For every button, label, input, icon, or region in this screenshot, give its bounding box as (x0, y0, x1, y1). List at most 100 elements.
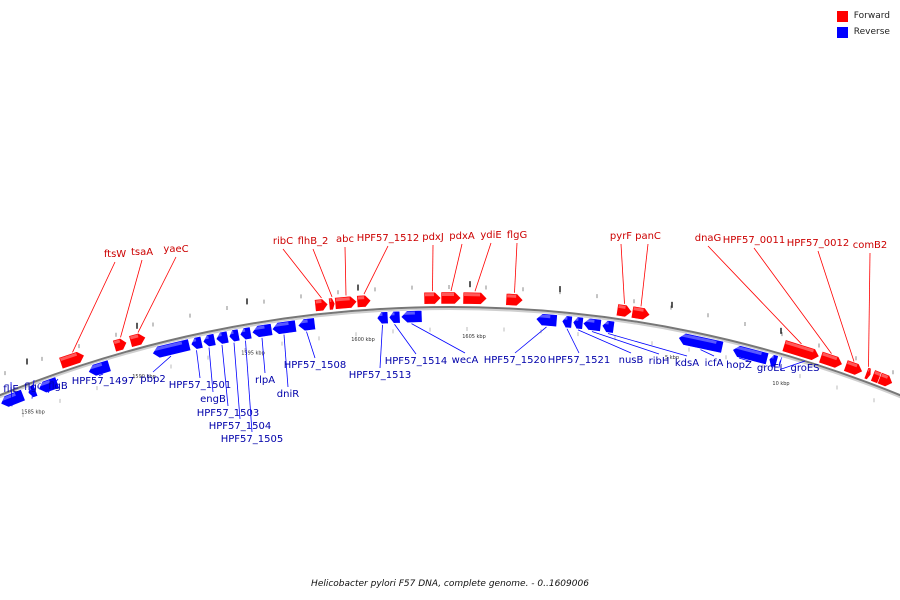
gene-label-reverse: icfA (705, 358, 724, 369)
gene-arrow-forward (630, 305, 651, 321)
reverse-swatch (836, 26, 848, 38)
gene-connector (868, 252, 871, 367)
gene-arrow-forward (440, 291, 462, 305)
gene-arrow-reverse (202, 333, 217, 348)
axis-label: 1595 kbp (241, 350, 265, 356)
gene-connector (474, 242, 492, 292)
gene-label-forward: pdxA (449, 231, 475, 242)
gene-arrow-forward (505, 292, 524, 307)
gene-label-reverse: HPF57_1503 (197, 408, 259, 419)
gene-label-reverse: engB (200, 394, 226, 405)
gene-arrow-forward-shine (633, 307, 644, 312)
gene-arrow-reverse (388, 310, 401, 324)
gene-label-forward: HPF57_1512 (357, 233, 419, 244)
gene-arrow-forward (314, 298, 329, 312)
gene-connector (283, 334, 289, 388)
genome-backbone (0, 305, 900, 397)
gene-arrow-reverse (376, 311, 389, 325)
gene-arrow-reverse-shine (603, 320, 609, 325)
gene-connector (700, 349, 715, 357)
gene-arrow-forward-shine (113, 339, 121, 345)
gene-arrow-reverse-shine (272, 321, 289, 328)
gene-label-reverse: fliE (3, 384, 18, 395)
gene-arrow-reverse-shine (780, 357, 783, 361)
gene-label-forward: HPF57_0011 (723, 235, 785, 246)
gene-label-forward: pyrF (610, 231, 632, 242)
gene-connector (261, 337, 266, 374)
gene-connector (312, 248, 333, 297)
gene-arrow-forward (818, 350, 843, 369)
gene-label-reverse: HPF57_1501 (169, 380, 231, 391)
gene-arrow-reverse (228, 328, 241, 343)
legend: Forward Reverse (836, 8, 890, 40)
gene-arrow-reverse-shine (584, 318, 595, 323)
gene-connector (363, 245, 389, 295)
gene-arrow-reverse (38, 376, 60, 394)
gene-label-reverse: groEL (757, 363, 786, 374)
gene-arrow-reverse-shine (770, 354, 775, 359)
gene-arrow-forward (58, 351, 85, 370)
gene-label-reverse: HPF57_1505 (221, 434, 283, 445)
gene-connector (591, 331, 660, 355)
gene-label-reverse: pbp2 (140, 374, 165, 385)
gene-arrow-forward (781, 339, 820, 361)
gene-connector (10, 381, 13, 407)
gene-arrow-reverse (215, 330, 230, 345)
gene-label-forward: abc (336, 234, 354, 245)
gene-arrow-reverse (582, 317, 602, 332)
gene-arrow-forward-shine (867, 368, 870, 372)
gene-arrow-reverse-shine (37, 380, 51, 387)
gene-arrow-forward-shine (315, 299, 322, 304)
gene-connector (566, 328, 580, 354)
gene-label-forward: flhB_2 (298, 236, 329, 247)
gene-arrow-reverse (88, 359, 112, 377)
gene-label-reverse: flgC (24, 382, 44, 393)
gene-arrow-reverse (400, 309, 423, 324)
gene-label-reverse: dniR (277, 389, 299, 400)
gene-arrow-forward (328, 297, 336, 311)
gene-arrow-reverse (572, 316, 584, 330)
gene-arrow-forward-shine (847, 361, 858, 368)
gene-connector (770, 360, 774, 368)
gene-connector (514, 242, 518, 293)
gene-label-forward: dnaG (695, 233, 722, 244)
gene-arrow-reverse (535, 313, 558, 328)
gene-arrow-reverse (561, 315, 573, 329)
gene-connector (753, 247, 832, 354)
gene-arrow-forward (423, 291, 442, 305)
axis-label: 10 kbp (772, 381, 789, 387)
gene-arrow-forward (876, 371, 893, 387)
gene-connector (707, 245, 802, 345)
gene-arrow-reverse-shine (87, 362, 103, 370)
gene-label-reverse: flgB (48, 381, 68, 392)
gene-arrow-reverse (601, 320, 616, 334)
gene-arrow-reverse-shine (537, 314, 551, 319)
gene-arrow-reverse (777, 356, 783, 369)
gene-connector (394, 324, 417, 355)
gene-arrow-reverse-shine (27, 387, 32, 391)
gene-arrow-forward (843, 359, 863, 376)
gene-arrow-reverse-shine (298, 319, 308, 324)
gene-label-reverse: HPF57_1521 (548, 355, 610, 366)
gene-label-forward: pdxJ (422, 232, 444, 243)
gene-connector (98, 373, 104, 377)
gene-arrow-reverse (251, 323, 274, 338)
gene-label-reverse: kdsA (675, 358, 699, 369)
gene-label-reverse: HPF57_1497 (72, 376, 134, 387)
gene-label-forward: flgG (507, 230, 527, 241)
gene-connector (640, 243, 649, 307)
gene-connector (152, 355, 172, 373)
gene-arrow-reverse-shine (377, 312, 383, 317)
gene-arrow-reverse-shine (252, 325, 265, 331)
gene-connector (47, 378, 59, 394)
gene-label-reverse: HPF57_1520 (484, 355, 546, 366)
gene-arrow-reverse (271, 319, 298, 335)
gene-connector (72, 261, 116, 353)
gene-connector (344, 246, 347, 296)
gene-arrow-reverse-shine (216, 333, 222, 337)
gene-label-reverse: rlpA (255, 375, 275, 386)
gene-arrow-forward-shine (424, 293, 434, 297)
gene-arrow-forward (334, 295, 358, 310)
gene-connector (738, 357, 751, 362)
gene-label-forward: ftsW (104, 249, 126, 260)
